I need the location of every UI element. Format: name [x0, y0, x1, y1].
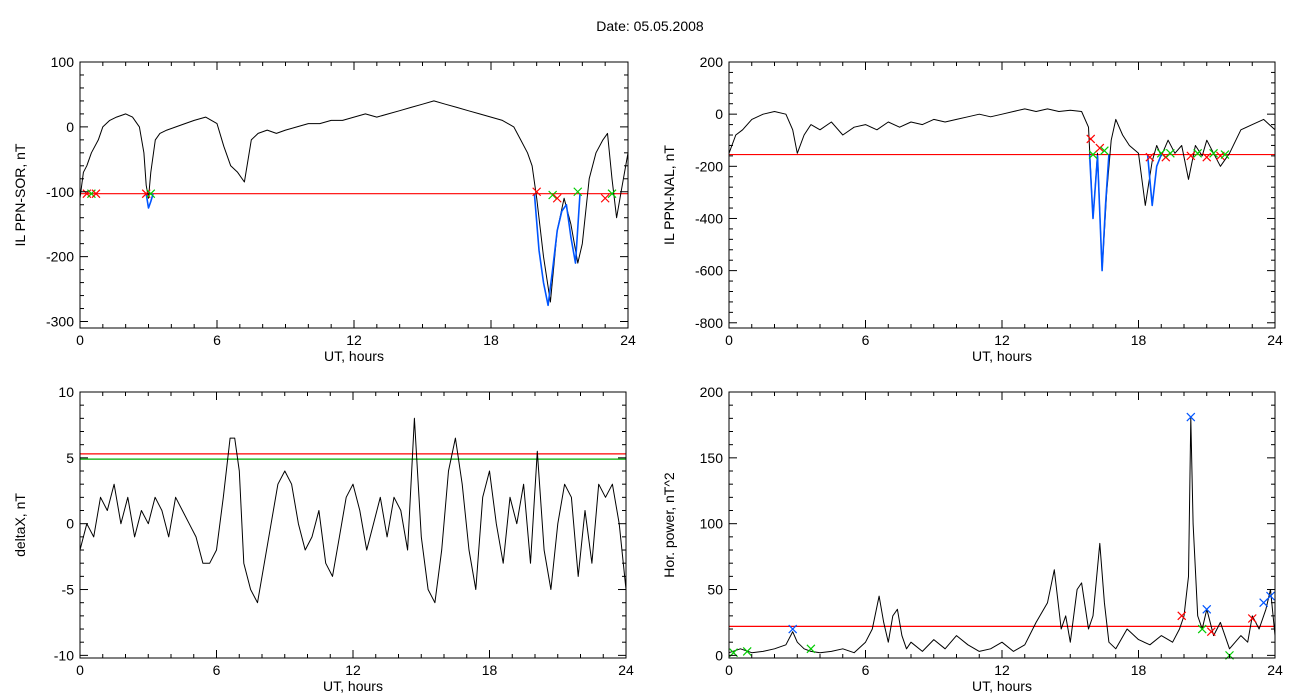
- x-tick-label: 0: [725, 662, 733, 678]
- y-tick-label: 10: [58, 384, 74, 400]
- x-tick-label: 24: [1267, 662, 1283, 678]
- y-tick-label: 0: [66, 516, 74, 532]
- y-tick-label: 0: [715, 106, 723, 122]
- plot-frame: [728, 61, 1276, 329]
- y-tick-label: -10: [54, 647, 74, 663]
- x-tick-label: 12: [346, 332, 362, 348]
- y-tick-label: -100: [46, 184, 74, 200]
- y-tick-label: 150: [700, 450, 724, 466]
- x-tick-label: 6: [862, 332, 870, 348]
- y-tick-label: -800: [695, 315, 723, 331]
- x-tick-label: 0: [76, 662, 84, 678]
- y-tick-label: -200: [46, 249, 74, 265]
- event-marker: [91, 189, 101, 199]
- x-tick-label: 12: [345, 662, 361, 678]
- y-tick-label: 100: [51, 54, 75, 70]
- x-tick-label: 0: [76, 332, 84, 348]
- y-axis-label: Hor. power, nT^2: [661, 472, 677, 578]
- event-marker: [1247, 614, 1257, 623]
- y-tick-label: 0: [715, 647, 723, 663]
- x-tick-label: 18: [1131, 332, 1147, 348]
- x-tick-label: 18: [483, 332, 499, 348]
- event-marker: [600, 193, 610, 203]
- x-tick-label: 6: [213, 662, 221, 678]
- y-tick-label: 5: [66, 450, 74, 466]
- x-axis-label: UT, hours: [972, 678, 1032, 694]
- y-tick-label: -600: [695, 263, 723, 279]
- event-marker: [1209, 148, 1218, 158]
- event-marker: [607, 189, 617, 199]
- event-marker: [1220, 150, 1230, 160]
- x-tick-label: 0: [725, 332, 733, 348]
- event-marker: [1259, 598, 1269, 608]
- page-title: Date: 05.05.2008: [596, 18, 704, 34]
- y-tick-label: 0: [66, 119, 74, 135]
- x-tick-label: 6: [213, 332, 221, 348]
- x-tick-label: 24: [620, 332, 636, 348]
- plot-frame: [79, 61, 629, 329]
- data-series-line: [145, 193, 154, 209]
- y-tick-label: -400: [695, 210, 723, 226]
- data-series-line: [533, 193, 581, 307]
- x-tick-label: 24: [618, 662, 634, 678]
- panel-il-ppn-sor: 0 6 12 18 24 100 0 -100 -200 -300 UT, hours IL PPN-…: [12, 54, 636, 364]
- event-marker: [742, 646, 752, 656]
- y-axis-label: deltaX, nT: [12, 493, 28, 557]
- event-marker: [1186, 412, 1196, 422]
- y-tick-label: -5: [62, 582, 75, 598]
- y-tick-label: 200: [700, 54, 724, 70]
- event-marker: [532, 187, 542, 197]
- event-marker: [1095, 143, 1105, 153]
- panel-hor-power: 0 6 12 18 24 200 150 100 50 0 UT, hours Hor. power,…: [661, 384, 1283, 694]
- plot-frame: [79, 391, 627, 659]
- event-marker: [573, 187, 583, 197]
- event-marker: [552, 193, 562, 203]
- panel-il-ppn-nal: 0 6 12 18 24 200 0 -200 -400 -600 -800 UT, hours IL …: [661, 54, 1283, 364]
- event-marker: [1186, 151, 1196, 161]
- event-marker: [146, 189, 156, 199]
- y-tick-label: 50: [707, 582, 723, 598]
- y-axis-label: IL PPN-SOR, nT: [12, 143, 28, 246]
- data-series-line: [1146, 154, 1163, 207]
- y-tick-label: -200: [695, 158, 723, 174]
- event-marker: [806, 644, 816, 654]
- event-marker: [1088, 150, 1098, 160]
- data-series-line: [728, 417, 1276, 654]
- event-marker: [1145, 152, 1155, 162]
- panel-deltax: 0 6 12 18 24 10 5 0 -5 -10 UT, hours deltaX, nT: [12, 384, 634, 694]
- x-tick-label: 24: [1267, 332, 1283, 348]
- x-tick-label: 18: [1131, 662, 1147, 678]
- x-tick-label: 12: [994, 662, 1010, 678]
- data-series-line: [728, 108, 1276, 272]
- event-marker: [1086, 134, 1096, 144]
- event-marker: [548, 190, 558, 200]
- event-marker: [1177, 611, 1187, 621]
- event-marker: [1193, 148, 1203, 158]
- x-tick-label: 6: [862, 662, 870, 678]
- x-axis-label: UT, hours: [323, 678, 383, 694]
- y-tick-label: -300: [46, 314, 74, 330]
- event-marker: [1165, 148, 1175, 158]
- event-marker: [788, 624, 798, 634]
- y-tick-label: 200: [700, 384, 724, 400]
- event-marker: [1099, 146, 1109, 156]
- data-series-line: [79, 100, 629, 303]
- x-axis-label: UT, hours: [324, 348, 384, 364]
- event-marker: [1206, 627, 1216, 637]
- data-series-line: [1088, 154, 1110, 272]
- data-series-line: [79, 417, 627, 604]
- y-tick-label: 100: [700, 516, 724, 532]
- event-marker: [1202, 152, 1212, 162]
- y-axis-label: IL PPN-NAL, nT: [661, 145, 677, 245]
- x-tick-label: 12: [994, 332, 1010, 348]
- x-tick-label: 18: [482, 662, 498, 678]
- x-axis-label: UT, hours: [972, 348, 1032, 364]
- event-marker: [1202, 604, 1212, 614]
- event-marker: [1197, 624, 1207, 634]
- event-marker: [1266, 591, 1275, 601]
